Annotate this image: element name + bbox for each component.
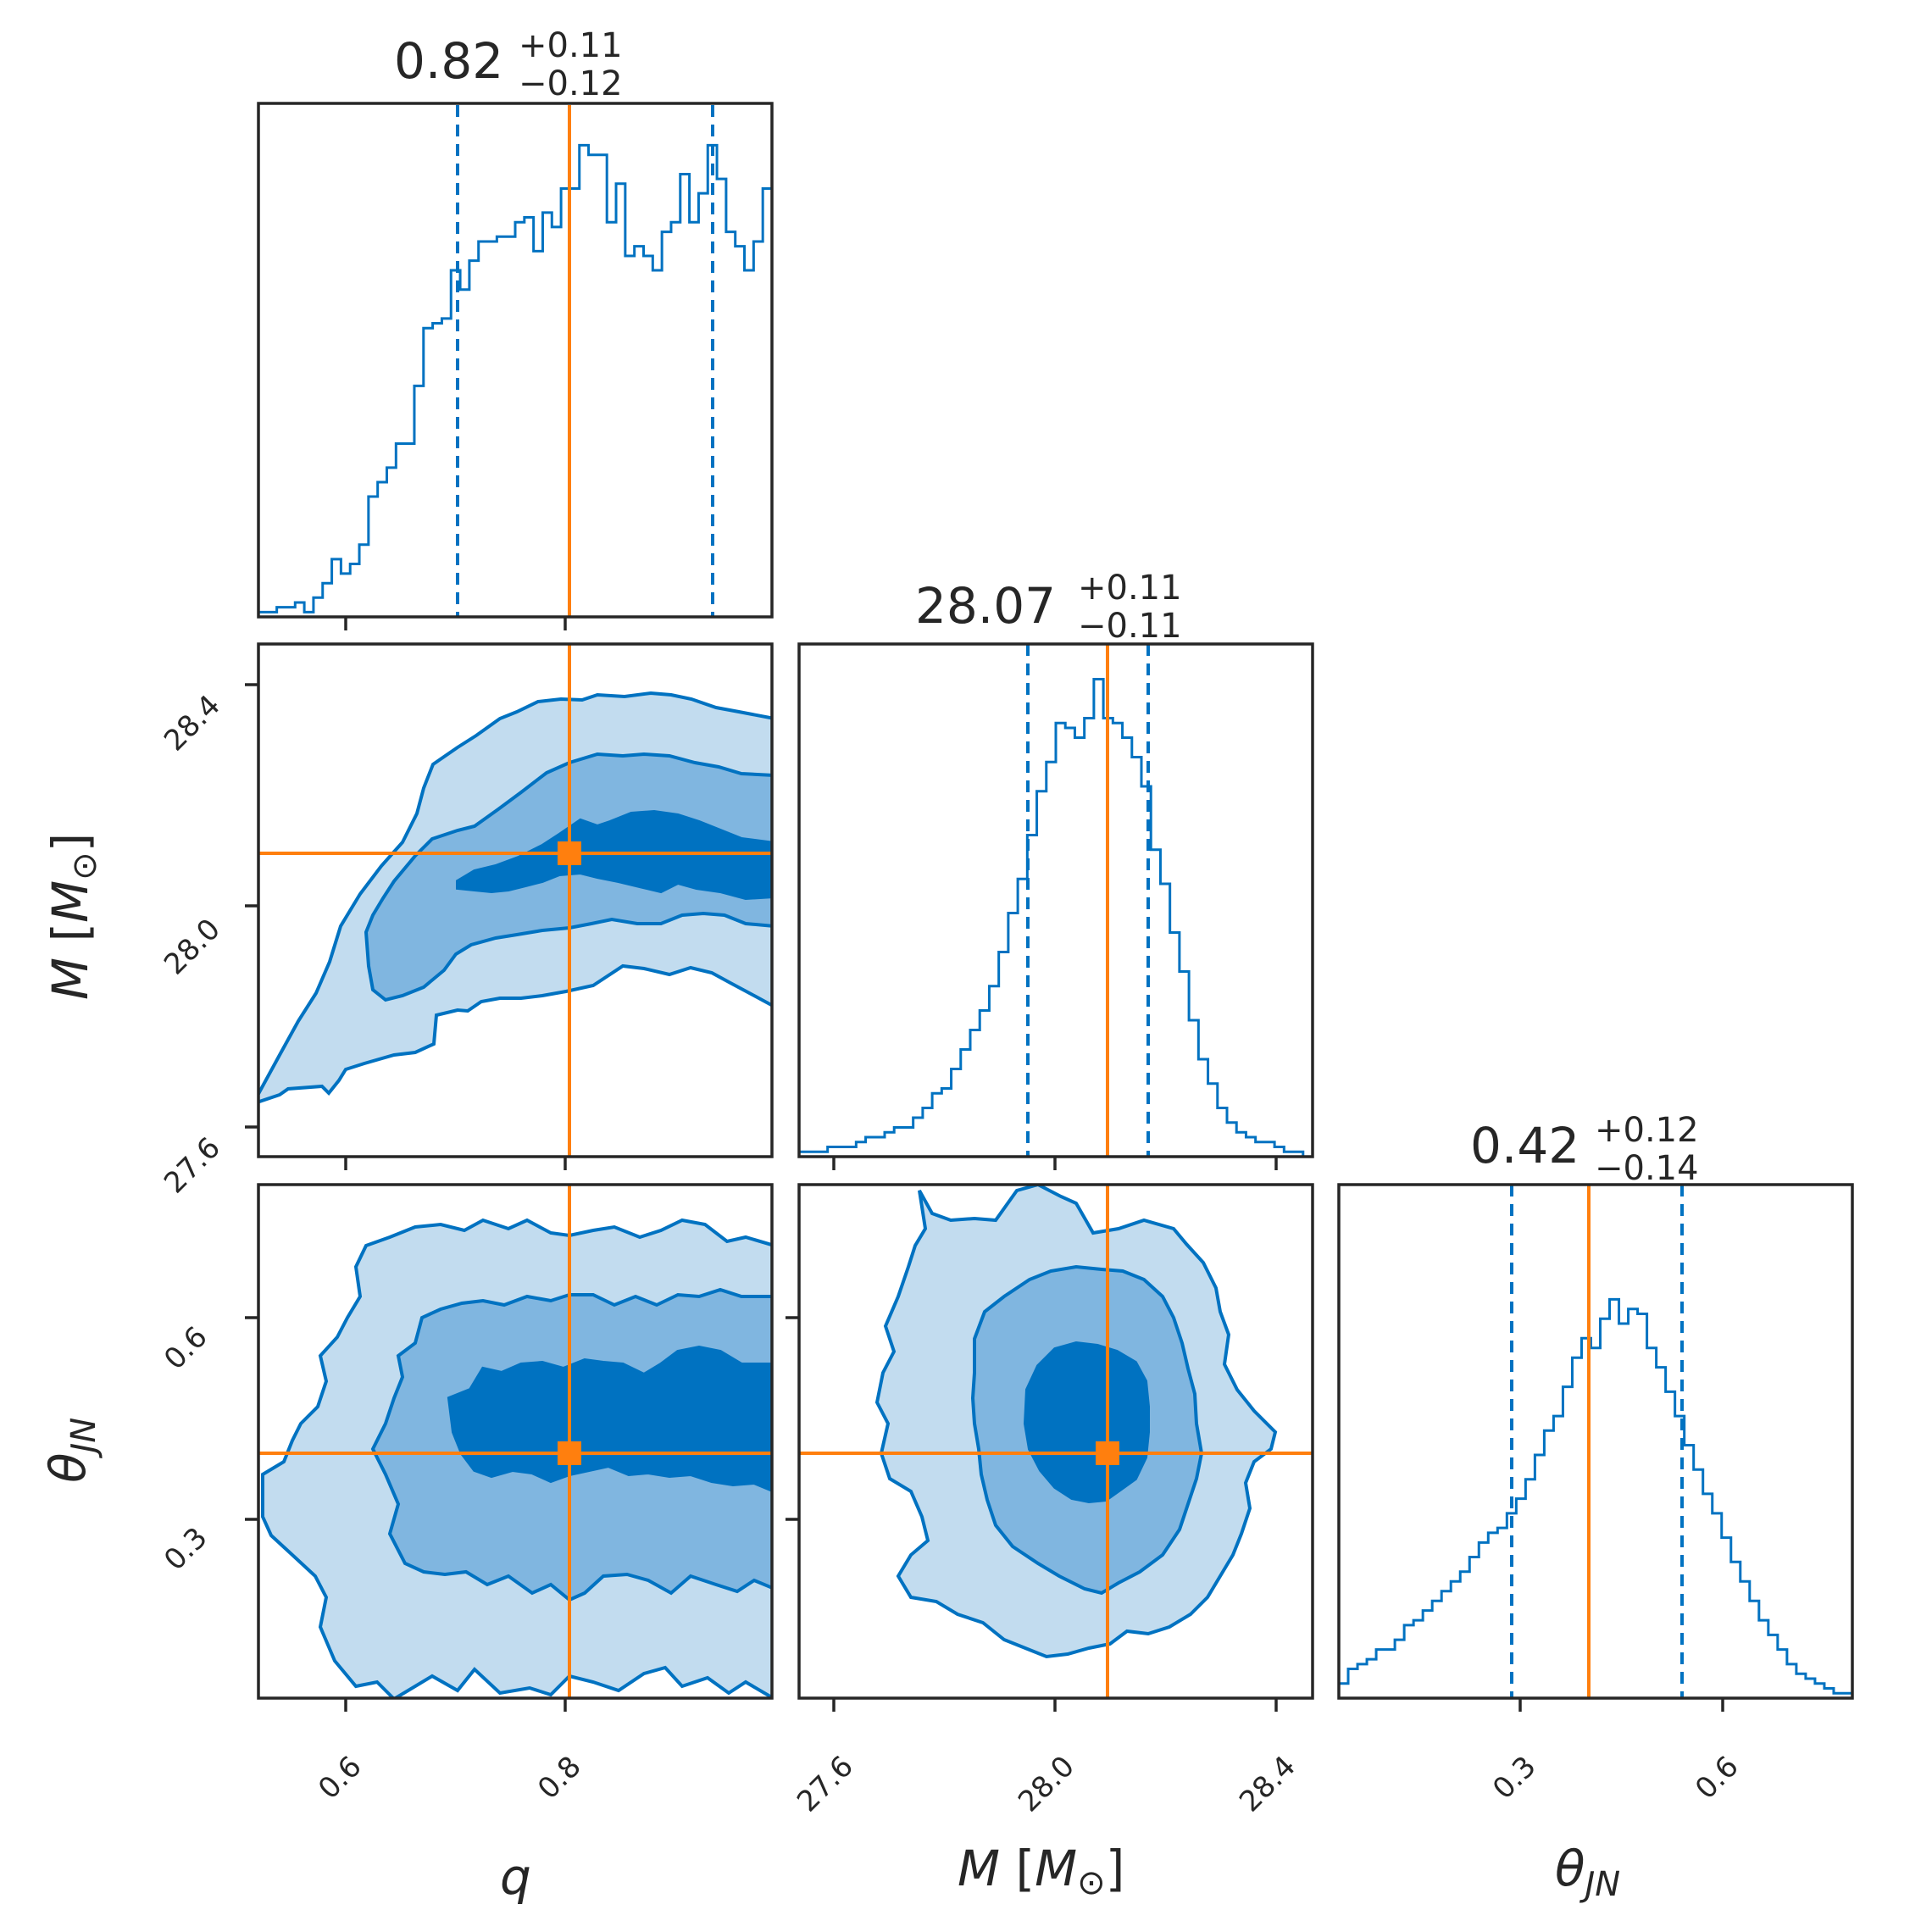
- ytick-label-theta-0.6: 0.6: [158, 1320, 214, 1377]
- panel-contour-q-theta: 0.3 0.6 0.6 0.8 q θJN: [39, 1183, 774, 1906]
- ylabel-M: M [M⊙]: [42, 833, 104, 1000]
- frame-q-M: [257, 642, 774, 1158]
- svg-text:M [M⊙]: M [M⊙]: [42, 833, 104, 1000]
- xlabel-M: M [M⊙]: [958, 1840, 1124, 1902]
- summary-minus-theta: −0.14: [1595, 1149, 1699, 1188]
- ytick-label-M-27.6: 27.6: [158, 1131, 227, 1201]
- summary-plus-q: +0.11: [519, 26, 623, 65]
- summary-plus-M: +0.11: [1078, 569, 1182, 608]
- panel-hist-theta: 0.3 0.6 0.42 +0.12 −0.14 θJN: [1337, 1111, 1854, 1904]
- summary-title-theta: 0.42: [1470, 1117, 1579, 1174]
- frame-theta: [1337, 1183, 1854, 1700]
- truth-point-M-theta: [1096, 1441, 1119, 1465]
- frame-M: [797, 642, 1314, 1158]
- histogram-M: [799, 678, 1313, 1158]
- frame-q-theta: [257, 1183, 774, 1700]
- panel-contour-q-M: 27.6 28.0 28.4 M [M⊙]: [42, 642, 774, 1201]
- xtick-label-q-0.8: 0.8: [531, 1750, 588, 1807]
- summary-minus-q: −0.12: [519, 64, 623, 103]
- svg-text:θJN: θJN: [39, 1418, 103, 1483]
- summary-title-M: 28.07: [915, 577, 1056, 635]
- histogram-q: [258, 143, 772, 613]
- frame-q: [257, 102, 774, 619]
- summary-plus-theta: +0.12: [1595, 1111, 1699, 1150]
- ylabel-theta: θJN: [39, 1418, 103, 1483]
- panel-hist-M: 28.07 +0.11 −0.11: [797, 569, 1314, 1170]
- svg-text:θJN: θJN: [1555, 1840, 1620, 1904]
- ytick-label-theta-0.3: 0.3: [158, 1521, 214, 1578]
- truth-point-q-M: [558, 841, 581, 865]
- panel-contour-M-theta: 27.6 28.0 28.4 M [M⊙]: [786, 1183, 1314, 1902]
- histogram-theta: [1339, 1297, 1852, 1695]
- xlabel-theta: θJN: [1555, 1840, 1620, 1904]
- svg-text:M [M⊙]: M [M⊙]: [958, 1840, 1124, 1902]
- truth-point-q-theta: [558, 1441, 581, 1465]
- summary-minus-M: −0.11: [1078, 607, 1182, 646]
- panel-hist-q: 0.82 +0.11 −0.12: [257, 26, 774, 630]
- xtick-label-q-0.6: 0.6: [312, 1750, 369, 1807]
- xtick-label-theta-0.6: 0.6: [1689, 1750, 1746, 1807]
- xtick-label-M-28.0: 28.0: [1012, 1750, 1081, 1819]
- xtick-label-theta-0.3: 0.3: [1486, 1750, 1543, 1807]
- summary-title-q: 0.82: [394, 32, 503, 90]
- xtick-label-M-28.4: 28.4: [1233, 1750, 1302, 1819]
- xtick-label-M-27.6: 27.6: [791, 1750, 860, 1819]
- xlabel-q: q: [500, 1848, 531, 1906]
- ytick-label-M-28.4: 28.4: [158, 689, 227, 758]
- ytick-label-M-28.0: 28.0: [158, 913, 227, 982]
